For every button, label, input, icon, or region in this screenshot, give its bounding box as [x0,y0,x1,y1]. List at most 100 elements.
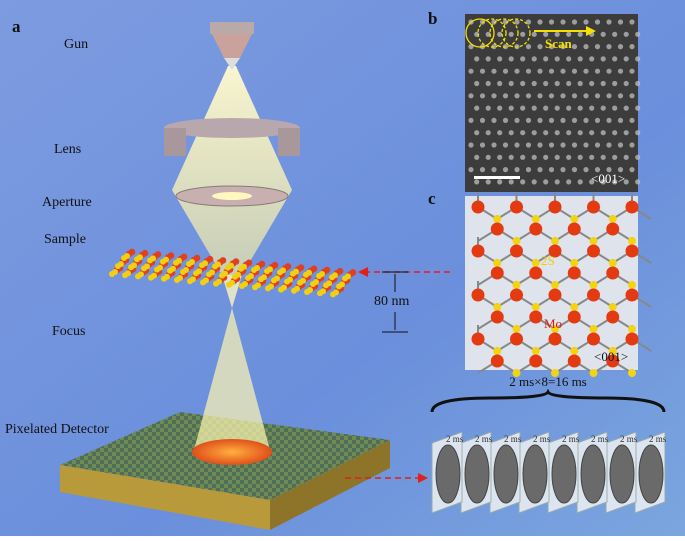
atom-spot [537,117,543,123]
atom-spot [531,179,537,185]
atom [196,268,202,275]
atom-spot [514,117,520,123]
atom-spot [502,142,509,148]
mo-atom [471,244,485,258]
sulfur-atom [531,259,540,267]
atom-spot [497,130,503,136]
diffraction-pattern [522,444,548,504]
atom [248,273,254,279]
sulfur-atom [628,369,636,377]
atom-spot [474,130,480,136]
mo-atom [529,222,543,236]
atom-spot [548,68,555,74]
atom [333,289,339,296]
atom [219,257,227,264]
mo-atom [548,200,562,214]
mo-atom [548,244,562,258]
sample [109,248,357,298]
atom-spot [537,44,543,50]
orientation-label: <001> [591,171,625,186]
mo-atom [625,200,639,214]
atom-spot [629,44,635,50]
atom-spot [623,179,629,185]
atom-spot [612,105,618,111]
mo-atom [625,244,639,258]
mo-atom [510,288,523,302]
atom-spot [508,80,514,87]
atom-spot [554,154,560,160]
atom [294,285,300,292]
atom [235,271,241,278]
mo-atom [490,222,504,236]
mo-atom [606,354,620,368]
frame: 2 ms [605,431,638,514]
atom-spot [468,142,474,148]
sulfur-atom [512,237,521,245]
atom-spot [531,56,537,62]
sulfur-atom [570,215,579,223]
atom-spot [548,93,555,99]
sulfur-atom [628,237,636,245]
frame: 2 ms [634,431,667,514]
atom-spot [525,19,532,25]
detector-label: Pixelated Detector [5,422,109,437]
atom [228,262,234,269]
atom-spot [497,56,503,62]
atom-spot [612,80,618,87]
atom-spot [635,154,641,160]
atom-spot [617,142,624,148]
atom-spot [485,80,491,87]
atom-spot [606,167,612,173]
sulfur-atom [628,281,636,289]
atom-spot [560,117,566,123]
frame: 2 ms [576,431,609,514]
atom-spot [537,93,543,99]
atom-spot [629,117,635,123]
atom [167,252,175,259]
atom-spot [479,142,486,148]
atom [326,280,332,287]
sulfur-atom [570,259,579,267]
aperture-label: Aperture [42,195,92,210]
atom [151,272,157,279]
atom [258,260,266,268]
total-label: 2 ms×8=16 ms [509,374,587,389]
atom-spot [468,68,474,74]
aperture-hole [212,192,252,200]
atom-spot [635,31,641,37]
detector-side [270,440,390,530]
atom-spot [548,142,555,148]
sample-label: Sample [44,232,86,247]
atom-spot [612,130,618,136]
atom [287,276,293,283]
atom-spot [485,154,491,160]
atom-spot [629,167,635,173]
atom-spot [606,142,612,148]
lens-label: Lens [54,142,81,157]
mo-atom [471,288,485,302]
atom [193,254,201,262]
atom-spot [468,117,474,123]
atom-spot [497,154,503,160]
focus-label: Focus [52,324,85,339]
atom-spot [520,179,526,185]
atom-spot [554,80,560,87]
atom [300,277,306,284]
panel-label: c [428,189,436,208]
stem-image [465,14,638,192]
atom-spot [479,167,486,173]
atom-spot [594,142,601,148]
diffraction-pattern [638,444,664,504]
atom-spot [594,117,601,123]
sulfur-atom [589,369,598,377]
atom-spot [474,154,480,160]
mo-atom [567,266,581,280]
atom-spot [514,68,520,74]
atom-spot [548,19,555,25]
atom [310,265,318,273]
atom-spot [502,167,509,173]
sulfur-atom [551,237,559,245]
frame: 2 ms [489,431,522,514]
scale-bar [474,176,520,179]
atom [137,254,143,261]
